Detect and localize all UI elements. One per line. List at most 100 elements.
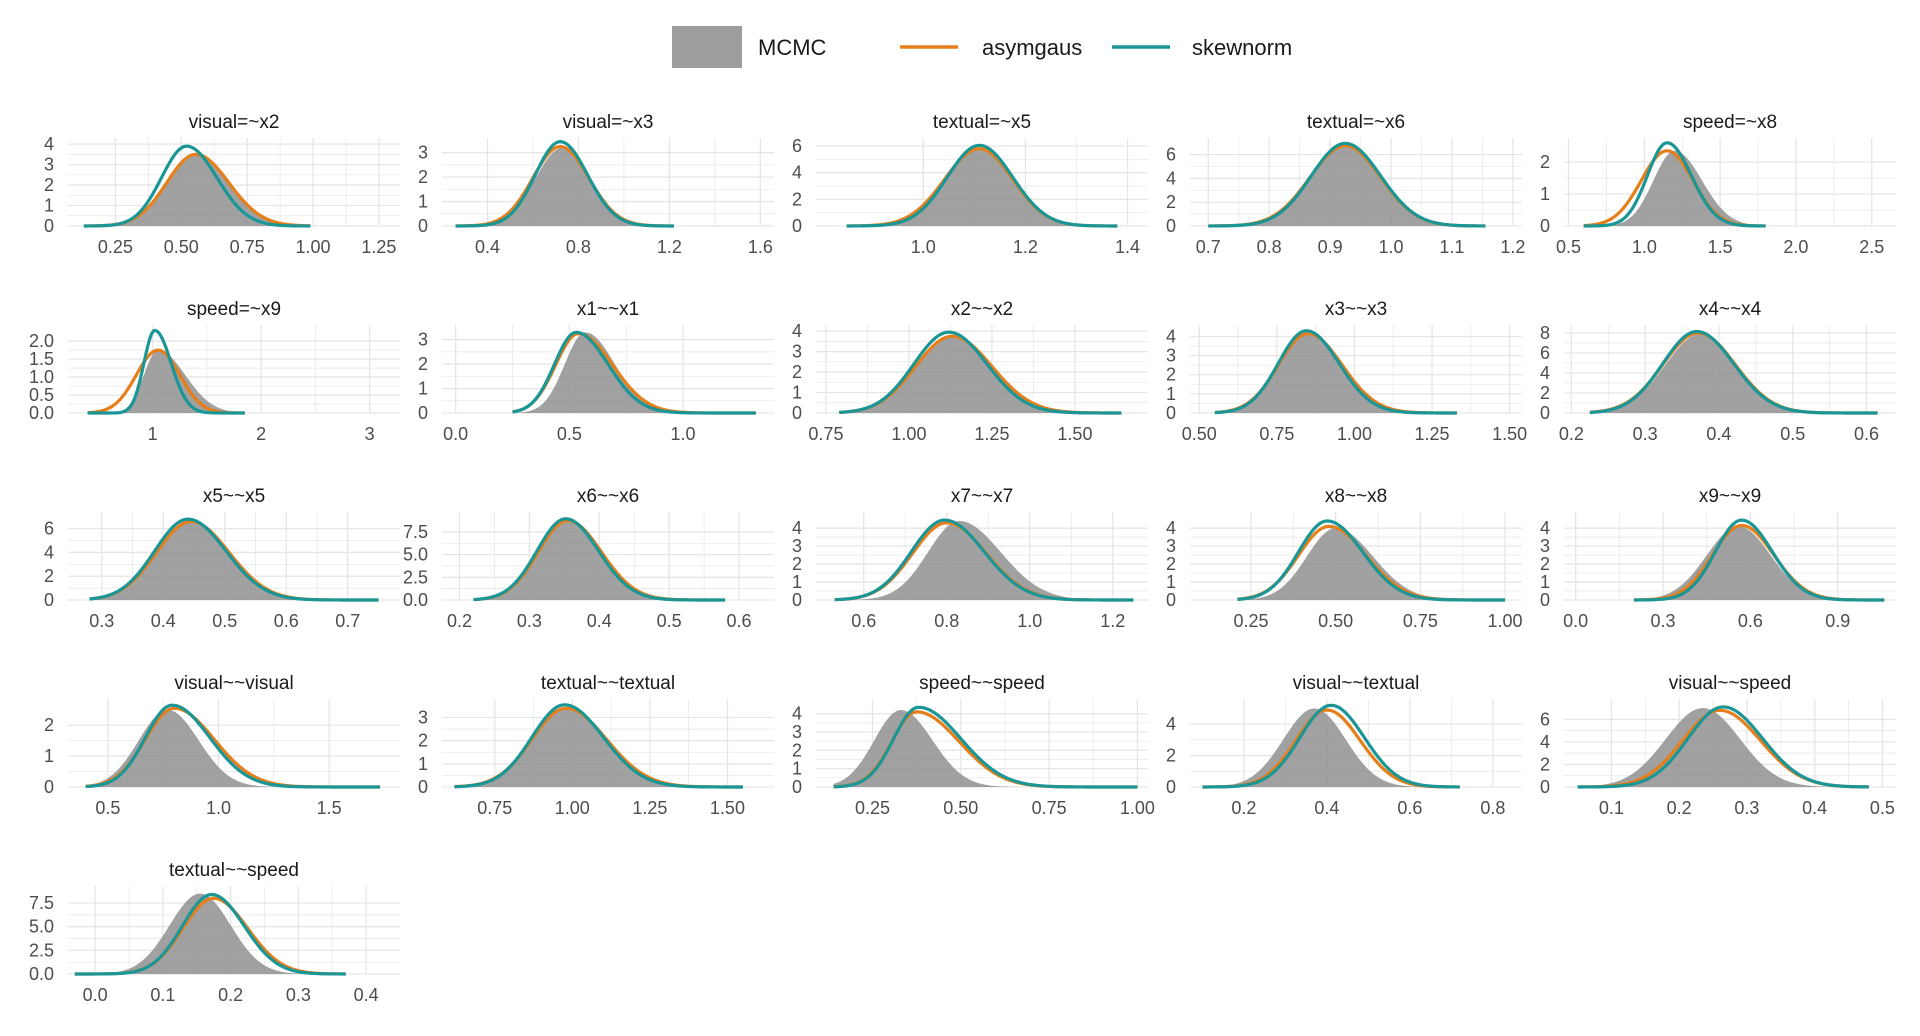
x-tick-label: 0.5 xyxy=(1780,424,1805,444)
x-tick-label: 1 xyxy=(148,424,158,444)
x-tick-label: 0.5 xyxy=(1870,798,1895,818)
y-tick-label: 1 xyxy=(44,746,54,766)
y-tick-label: 0 xyxy=(1166,403,1176,423)
panel-textual-with-textual: textual~~textual 0.75 1.00 1.25 1.50 0 1 2 3 xyxy=(418,673,774,818)
y-tick-label: 2 xyxy=(1540,383,1550,403)
skewnorm-density-line xyxy=(512,330,756,415)
y-tick-label: 4 xyxy=(1166,714,1176,734)
panel-title: speed~~speed xyxy=(919,673,1045,694)
y-tick-label: 0 xyxy=(418,216,428,236)
panel-title: x4~~x4 xyxy=(1699,299,1762,320)
y-tick-label: 1 xyxy=(418,192,428,212)
mcmc-density-area xyxy=(473,521,726,600)
x-tick-label: 0.3 xyxy=(286,985,311,1005)
y-tick-label: 6 xyxy=(1540,709,1550,729)
y-tick-label: 2 xyxy=(1166,365,1176,385)
panel-x6-with-x6: x6~~x6 0.2 0.3 0.4 0.5 0.6 0.0 2.55.0 7.5 xyxy=(403,486,774,631)
x-tick-label: 1.5 xyxy=(1708,237,1733,257)
x-tick-label: 2.0 xyxy=(1783,237,1808,257)
x-tick-label: 0.4 xyxy=(475,237,500,257)
panel-title: visual~~visual xyxy=(174,673,293,694)
x-tick-label: 0.50 xyxy=(164,237,199,257)
x-tick-label: 1.0 xyxy=(1632,237,1657,257)
panel-title: x1~~x1 xyxy=(577,299,639,320)
skewnorm-density-line xyxy=(85,703,381,789)
panel-title: textual~~speed xyxy=(169,860,299,881)
x-tick-label: 0.0 xyxy=(1563,611,1588,631)
skewnorm-density-line xyxy=(833,705,1138,789)
x-tick-label: 0.3 xyxy=(517,611,542,631)
y-tick-label: 1 xyxy=(1166,384,1176,404)
y-tick-label: 4 xyxy=(792,518,802,538)
skewnorm-density-line xyxy=(74,892,346,976)
y-tick-label: 0 xyxy=(1540,590,1550,610)
panel-gridlines xyxy=(1564,138,1896,227)
y-tick-label: 2 xyxy=(418,167,428,187)
panel-title: x6~~x6 xyxy=(577,486,639,507)
y-tick-label: 1.5 xyxy=(29,349,54,369)
y-tick-label: 1 xyxy=(792,572,802,592)
panel-speed-by-x8: speed=~x8 0.5 1.0 1.5 2.0 2.5 0 1 2 xyxy=(1540,112,1896,257)
x-tick-label: 0.6 xyxy=(727,611,752,631)
y-tick-label: 3 xyxy=(1540,536,1550,556)
x-tick-label: 1.25 xyxy=(361,237,396,257)
x-tick-label: 1.50 xyxy=(710,798,745,818)
x-tick-label: 0.6 xyxy=(1397,798,1422,818)
panel-title: visual=~x3 xyxy=(563,112,654,133)
x-tick-label: 1.0 xyxy=(1379,237,1404,257)
y-tick-label: 1 xyxy=(418,379,428,399)
x-tick-label: 1.1 xyxy=(1439,237,1464,257)
x-tick-label: 0.1 xyxy=(1599,798,1624,818)
y-tick-label: 0 xyxy=(1540,777,1550,797)
x-tick-label: 0.5 xyxy=(212,611,237,631)
x-tick-label: 1.0 xyxy=(1017,611,1042,631)
x-tick-label: 0.2 xyxy=(1667,798,1692,818)
y-tick-label: 6 xyxy=(44,519,54,539)
x-tick-label: 1.00 xyxy=(296,237,331,257)
mcmc-density-area xyxy=(834,520,1134,600)
x-tick-label: 0.25 xyxy=(1233,611,1268,631)
y-tick-label: 4 xyxy=(1540,732,1550,752)
y-tick-label: 4 xyxy=(44,542,54,562)
x-tick-label: 0.75 xyxy=(1259,424,1294,444)
panel-visual-with-speed: visual~~speed 0.1 0.2 0.3 0.4 0.5 0 24 6 xyxy=(1540,673,1896,818)
x-tick-label: 3 xyxy=(365,424,375,444)
y-tick-label: 2 xyxy=(44,566,54,586)
y-tick-label: 2 xyxy=(1540,152,1550,172)
y-tick-label: 6 xyxy=(1166,145,1176,165)
panel-title: textual=~x6 xyxy=(1307,112,1405,133)
y-tick-label: 2 xyxy=(1540,754,1550,774)
x-tick-label: 0.4 xyxy=(1314,798,1339,818)
skewnorm-density-line xyxy=(455,140,674,228)
x-tick-label: 0.75 xyxy=(477,798,512,818)
panel-textual-with-speed: textual~~speed 0.0 0.1 0.2 0.3 0.4 0.0 2.5 5.0 7.… xyxy=(29,860,400,1005)
x-tick-label: 1.4 xyxy=(1115,237,1140,257)
x-tick-label: 2 xyxy=(256,424,266,444)
mcmc-density-area xyxy=(1583,150,1766,226)
panel-title: x5~~x5 xyxy=(203,486,265,507)
y-tick-label: 1 xyxy=(792,383,802,403)
x-tick-label: 0.0 xyxy=(443,424,468,444)
x-tick-label: 0.8 xyxy=(1257,237,1282,257)
panel-speed-by-x9: speed=~x9 1 2 3 0.00.51.01.52.0 xyxy=(29,299,400,444)
x-tick-label: 1.25 xyxy=(974,424,1009,444)
skewnorm-density-line xyxy=(839,330,1122,415)
y-tick-label: 1 xyxy=(44,196,54,216)
panel-visual-with-textual: visual~~textual 0.2 0.4 0.6 0.8 0 2 4 xyxy=(1166,673,1522,818)
panel-x5-with-x5: x5~~x5 0.3 0.4 0.5 0.6 0.7 0 2 4 6 xyxy=(44,486,400,631)
mcmc-density-area xyxy=(1589,334,1878,413)
y-tick-label: 2 xyxy=(44,715,54,735)
x-tick-label: 1.2 xyxy=(657,237,682,257)
y-tick-label: 0 xyxy=(44,590,54,610)
x-tick-label: 0.50 xyxy=(1318,611,1353,631)
x-tick-label: 0.4 xyxy=(1706,424,1731,444)
skewnorm-density-line xyxy=(1214,329,1457,415)
x-tick-label: 0.9 xyxy=(1825,611,1850,631)
x-tick-label: 0.2 xyxy=(1231,798,1256,818)
panel-title: visual=~x2 xyxy=(189,112,280,133)
mcmc-density-area xyxy=(833,710,1138,787)
x-tick-label: 0.3 xyxy=(1651,611,1676,631)
mcmc-density-area xyxy=(846,148,1118,226)
